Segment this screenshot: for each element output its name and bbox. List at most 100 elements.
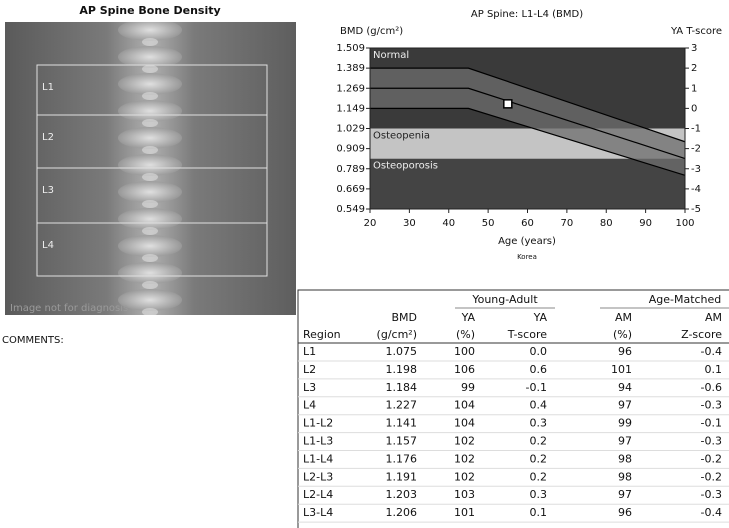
vertebra-process <box>142 92 158 100</box>
vertebra-process <box>142 308 158 316</box>
y-axis-label: BMD (g/cm²) <box>340 26 403 37</box>
y-tick-label: 0.789 <box>336 164 365 175</box>
table-cell: 1.191 <box>386 470 418 483</box>
zone-label: Osteoporosis <box>373 161 438 172</box>
column-header: YA <box>461 311 476 324</box>
column-header: (g/cm²) <box>377 328 417 341</box>
region-label: L1 <box>42 82 54 93</box>
x-tick-label: 60 <box>521 218 534 229</box>
table-cell: 0.1 <box>530 506 548 519</box>
table-cell: 1.184 <box>386 381 418 394</box>
column-header: Region <box>303 328 341 341</box>
table-cell: 99 <box>461 381 475 394</box>
x-tick-label: 70 <box>561 218 574 229</box>
column-header: T-score <box>507 328 547 341</box>
column-header: BMD <box>391 311 417 324</box>
vertebra-process <box>142 227 158 235</box>
table-cell: -0.3 <box>701 435 722 448</box>
column-header: Z-score <box>681 328 722 341</box>
vertebra-process <box>142 281 158 289</box>
vertebra-process <box>142 200 158 208</box>
table-cell: L3-L4 <box>303 506 333 519</box>
vertebra <box>118 154 182 176</box>
x-tick-label: 30 <box>403 218 416 229</box>
y2-tick-label: -1 <box>691 124 701 135</box>
table-cell: 0.2 <box>530 470 548 483</box>
table-cell: 106 <box>454 363 475 376</box>
table-cell: 97 <box>618 488 632 501</box>
x-tick-label: 80 <box>600 218 613 229</box>
y-tick-label: 1.149 <box>336 103 365 114</box>
table-cell: 1.227 <box>386 399 418 412</box>
column-header: (%) <box>613 328 632 341</box>
table-cell: L2-L4 <box>303 488 333 501</box>
report: AP Spine Bone Density L1 L2 L3 L4 Image not… <box>0 0 729 528</box>
patient-marker <box>504 100 512 108</box>
column-header: (%) <box>456 328 475 341</box>
y2-tick-label: -3 <box>691 164 701 175</box>
table-cell: 98 <box>618 470 632 483</box>
table-cell: 96 <box>618 506 632 519</box>
table-cell: 0.4 <box>530 399 548 412</box>
zone-label: Normal <box>373 50 409 61</box>
vertebra <box>118 19 182 41</box>
table-cell: 0.6 <box>530 363 548 376</box>
table-cell: -0.2 <box>701 452 722 465</box>
table-cell: 101 <box>611 363 632 376</box>
table-cell: 104 <box>454 417 475 430</box>
region-label: L3 <box>42 185 54 196</box>
vertebra <box>118 181 182 203</box>
table-cell: 1.198 <box>386 363 418 376</box>
table-cell: L3 <box>303 381 316 394</box>
table-cell: 101 <box>454 506 475 519</box>
y-tick-label: 1.509 <box>336 43 365 54</box>
y2-tick-label: 1 <box>691 83 697 94</box>
table-cell: -0.6 <box>701 381 722 394</box>
table-cell: 0.2 <box>530 452 548 465</box>
comments-label: COMMENTS: <box>2 335 64 346</box>
table-cell: -0.4 <box>701 506 722 519</box>
column-header: AM <box>705 311 722 324</box>
y2-tick-label: 0 <box>691 103 697 114</box>
table-cell: 1.141 <box>386 417 418 430</box>
y-tick-label: 0.669 <box>336 184 365 195</box>
table-cell: -0.4 <box>701 345 722 358</box>
table-cell: 98 <box>618 452 632 465</box>
table-cell: L2 <box>303 363 316 376</box>
y-tick-label: 1.389 <box>336 63 365 74</box>
vertebra-process <box>142 119 158 127</box>
page: AP Spine Bone Density L1 L2 L3 L4 Image not… <box>0 0 729 528</box>
table-cell: -0.1 <box>701 417 722 430</box>
table-cell: 0.0 <box>530 345 548 358</box>
table-cell: -0.2 <box>701 470 722 483</box>
table-cell: L1-L2 <box>303 417 333 430</box>
vertebra-process <box>142 65 158 73</box>
y2-tick-label: -4 <box>691 184 701 195</box>
x-tick-label: 40 <box>442 218 455 229</box>
table-cell: 94 <box>618 381 632 394</box>
x-tick-label: 100 <box>675 218 694 229</box>
vertebra <box>118 235 182 257</box>
table-cell: 102 <box>454 452 475 465</box>
vertebra-process <box>142 254 158 262</box>
vertebra <box>118 100 182 122</box>
column-header: YA <box>533 311 548 324</box>
group-header: Young-Adult <box>471 293 538 306</box>
zone-label: Osteopenia <box>373 131 430 142</box>
y-tick-label: 0.909 <box>336 144 365 155</box>
table-cell: 0.2 <box>530 435 548 448</box>
region-label: L4 <box>42 240 54 251</box>
panel-title: AP Spine Bone Density <box>79 4 220 17</box>
x-tick-label: 20 <box>364 218 377 229</box>
table-cell: 0.1 <box>705 363 723 376</box>
y2-tick-label: 2 <box>691 63 697 74</box>
table-cell: 0.3 <box>530 488 548 501</box>
table-cell: L1 <box>303 345 316 358</box>
vertebra-process <box>142 146 158 154</box>
y-tick-label: 0.549 <box>336 204 365 215</box>
watermark: Image not for diagnosis <box>10 303 128 314</box>
table-cell: 96 <box>618 345 632 358</box>
table-cell: 1.176 <box>386 452 418 465</box>
vertebra <box>118 73 182 95</box>
